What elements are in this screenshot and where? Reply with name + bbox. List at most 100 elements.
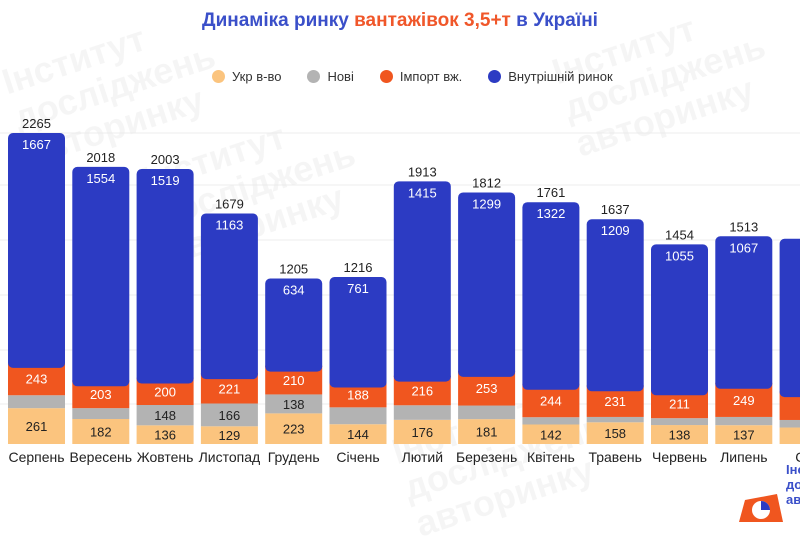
bar-Імпорт-вж.-12 [779,391,800,420]
bar-Внутрішній-ринок-4 [265,278,323,372]
bar-Нові-5 [329,407,387,425]
bar-Нові-12 [779,419,800,428]
category-label-10: Червень [652,449,707,465]
bar-group-2: 136 148 200 1519 2003 Жовтень [136,152,194,465]
value-label-Внутрішній-ринок-1: 1554 [86,171,115,186]
logo-text: Інс дос авт [786,462,800,507]
value-label-Імпорт-вж.-0: 243 [26,372,48,387]
bar-Внутрішній-ринок-1 [72,166,130,387]
chart-title: Динаміка ринку вантажівок 3,5+т в Україн… [0,10,800,32]
bar-group-7: 181 253 1299 1812 Березень [456,175,517,465]
chart-legend: Укр в-во Нові Імпорт вж. Внутрішній рино… [212,66,639,86]
category-label-4: Грудень [268,449,320,465]
bar-group-11: 137 249 1067 1513 Липень [715,219,773,465]
value-label-Імпорт-вж.-9: 231 [604,394,626,409]
logo-icon [739,494,783,522]
bar-group-4: 223 138 210 634 1205 Грудень [265,262,323,465]
bar-Укр-в-во-0 [8,408,65,444]
value-label-Внутрішній-ринок-10: 1055 [665,248,694,263]
bar-Внутрішній-ринок-9 [586,219,644,392]
bar-Нові-9 [586,416,644,423]
total-label-11: 1513 [729,219,758,234]
value-label-Внутрішній-ринок-4: 634 [283,283,305,298]
legend-label-new: Нові [327,68,354,84]
bar-Укр-в-во-11 [715,425,773,444]
bar-group-10: 138 211 1055 1454 Червень [651,227,708,465]
category-label-9: Травень [588,449,641,465]
bar-Внутрішній-ринок-5 [329,277,387,388]
bar-Укр-в-во-5 [329,424,387,444]
bar-group-12: 111Сер [779,238,800,465]
title-part-3: в Україні [510,10,598,31]
value-label-Укр-в-во-1: 182 [90,425,112,440]
bar-Нові-4 [265,394,323,414]
bar-Укр-в-во-7 [458,419,516,444]
legend-label-import: Імпорт вж. [399,68,463,84]
legend-label-domestic: Внутрішній ринок [508,68,613,84]
value-label-Внутрішній-ринок-11: 1067 [729,240,758,255]
value-label-Внутрішній-ринок-7: 1299 [472,196,501,211]
value-label-Внутрішній-ринок-5: 761 [347,281,369,296]
bar-Укр-в-во-2 [136,425,194,444]
bar-group-5: 144 188 761 1216 Січень [329,260,387,465]
category-label-1: Вересень [70,449,133,465]
legend-item-ukr: Укр в-во [212,69,281,84]
total-label-7: 1812 [472,175,501,190]
logo-text-line-2: дос [786,477,800,492]
value-label-Укр-в-во-8: 142 [540,427,562,442]
stacked-bar-chart: 261 243 1667 2265 Серпень 182 203 1554 2018 Верес… [0,116,800,465]
legend-dot-new [307,69,321,83]
bar-Укр-в-во-10 [651,425,708,444]
value-label-Імпорт-вж.-4: 210 [283,373,305,388]
value-label-Укр-в-во-3: 129 [219,428,241,443]
category-label-7: Березень [456,449,517,465]
bar-Внутрішній-ринок-3 [200,213,258,380]
bar-Укр-в-во-6 [393,419,451,444]
value-label-Внутрішній-ринок-9: 1209 [601,223,630,238]
total-label-3: 1679 [215,196,244,211]
value-label-Внутрішній-ринок-6: 1415 [408,185,437,200]
value-label-Нові-4: 138 [283,397,305,412]
bar-Нові-6 [393,405,451,420]
bar-Внутрішній-ринок-0 [8,133,65,368]
total-label-0: 2265 [22,116,51,131]
value-label-Укр-в-во-10: 138 [669,428,691,443]
value-label-Укр-в-во-2: 136 [154,428,176,443]
value-label-Укр-в-во-7: 181 [476,425,498,440]
value-label-Внутрішній-ринок-3: 1163 [215,217,243,232]
bar-Внутрішній-ринок-2 [136,168,194,384]
value-label-Імпорт-вж.-3: 221 [219,381,241,396]
bar-Нові-7 [458,405,516,420]
bar-group-6: 176 216 1415 1913 Лютий [393,164,451,465]
value-label-Внутрішній-ринок-8: 1322 [536,206,565,221]
bar-Нові-0 [8,395,65,409]
category-label-6: Лютий [402,449,443,465]
value-label-Імпорт-вж.-11: 249 [733,393,755,408]
bar-Укр-в-во-9 [586,422,644,444]
value-label-Імпорт-вж.-8: 244 [540,393,562,408]
bar-group-1: 182 203 1554 2018 Вересень [70,150,133,465]
bar-group-3: 129 166 221 1163 1679 Листопад [199,196,261,465]
category-label-5: Січень [336,449,379,465]
total-label-6: 1913 [408,164,437,179]
legend-label-ukr: Укр в-во [232,68,282,84]
bar-Внутрішній-ринок-7 [458,192,516,377]
bar-Нові-2 [136,405,194,426]
value-label-Укр-в-во-11: 137 [733,428,755,443]
bar-Внутрішній-ринок-12 [779,238,800,398]
value-label-Укр-в-во-4: 223 [283,422,305,437]
total-label-1: 2018 [86,150,115,165]
bar-Нові-10 [651,418,708,426]
legend-dot-domestic [488,69,502,83]
category-label-12: Сер [795,449,800,465]
title-part-2: вантажівок 3,5+т [354,10,511,31]
category-label-0: Серпень [8,449,64,465]
total-label-5: 1216 [344,260,373,275]
logo-text-line-3: авт [786,492,800,507]
bar-Укр-в-во-1 [72,419,130,444]
value-label-Імпорт-вж.-1: 203 [90,387,112,402]
value-label-Імпорт-вж.-6: 216 [411,383,433,398]
bar-group-9: 158 231 1209 1637 Травень [586,202,644,465]
bar-Внутрішній-ринок-6 [393,181,451,382]
value-label-Укр-в-во-9: 158 [604,426,626,441]
